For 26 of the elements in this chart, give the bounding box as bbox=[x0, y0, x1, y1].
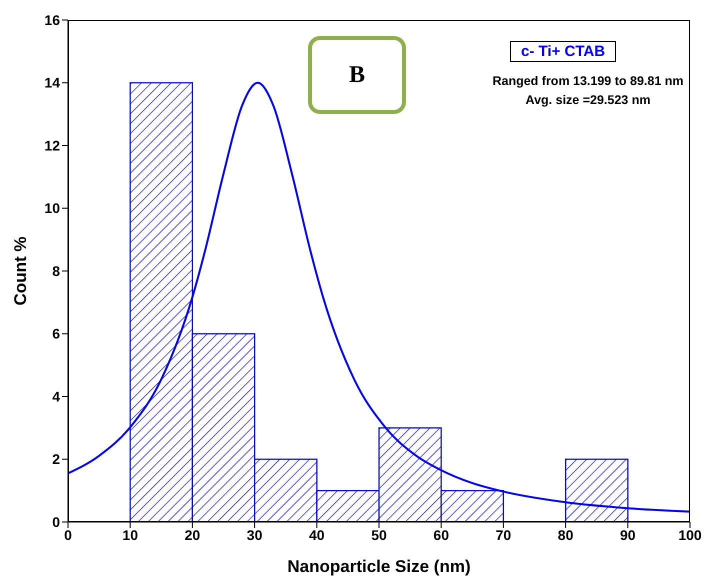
annotation: B bbox=[308, 36, 406, 114]
annotation: Avg. size =29.523 nm bbox=[524, 93, 652, 107]
y-tick-label: 2 bbox=[52, 451, 60, 468]
x-tick-label: 70 bbox=[496, 526, 512, 543]
x-tick-label: 90 bbox=[620, 526, 636, 543]
y-tick-label: 12 bbox=[44, 137, 60, 154]
x-tick-label: 10 bbox=[122, 526, 138, 543]
y-tick-label: 6 bbox=[52, 326, 60, 342]
y-tick-label: 4 bbox=[52, 388, 60, 404]
x-axis-title: Nanoparticle Size (nm) bbox=[287, 557, 471, 576]
y-tick-label: 8 bbox=[52, 262, 60, 279]
x-tick-label: 20 bbox=[184, 526, 200, 543]
x-tick-label: 50 bbox=[371, 526, 387, 543]
annotation: c- Ti+ CTAB bbox=[510, 41, 616, 62]
x-tick-label: 60 bbox=[433, 526, 450, 543]
y-tick-label: 16 bbox=[44, 12, 60, 28]
annotation: Ranged from 13.199 to 89.81 nm bbox=[491, 74, 685, 88]
y-tick-label: 10 bbox=[44, 200, 60, 216]
x-tick-label: 40 bbox=[309, 526, 325, 543]
y-tick-label: 0 bbox=[52, 514, 60, 530]
x-tick-label: 80 bbox=[558, 526, 574, 543]
y-axis-title: Count % bbox=[11, 236, 30, 306]
x-tick-label: 30 bbox=[246, 526, 263, 543]
x-tick-label: 0 bbox=[64, 526, 72, 543]
y-tick-label: 14 bbox=[44, 74, 60, 91]
x-tick-label: 100 bbox=[678, 526, 702, 543]
